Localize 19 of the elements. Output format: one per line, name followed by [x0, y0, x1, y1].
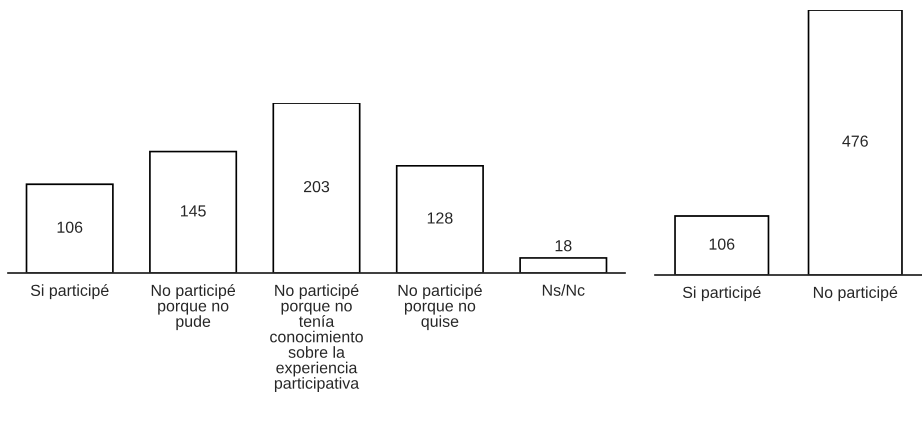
x-tick-label: No participé: [814, 286, 898, 302]
x-tick-label: Ns/Nc: [542, 284, 585, 296]
data-label: 128: [428, 212, 453, 224]
bar: [519, 257, 608, 273]
data-label: 106: [710, 238, 734, 250]
bar: [396, 164, 484, 273]
bar: [26, 183, 114, 273]
x-tick-label: No participé porque no tenía conocimiento sobre la experiencia participativa: [270, 284, 363, 392]
data-label: 18: [556, 240, 572, 252]
bar: [149, 150, 238, 273]
bar: [272, 103, 361, 273]
data-label: 203: [304, 180, 330, 192]
data-label: 476: [842, 135, 868, 147]
x-tick-label: No participé porque no pude: [152, 284, 236, 330]
x-tick-label: Si participé: [30, 284, 108, 300]
data-label: 106: [58, 222, 82, 233]
data-label: 145: [180, 205, 206, 217]
x-tick-label: No participé porque no quise: [398, 284, 482, 330]
x-tick-label: Si participé: [682, 286, 761, 302]
